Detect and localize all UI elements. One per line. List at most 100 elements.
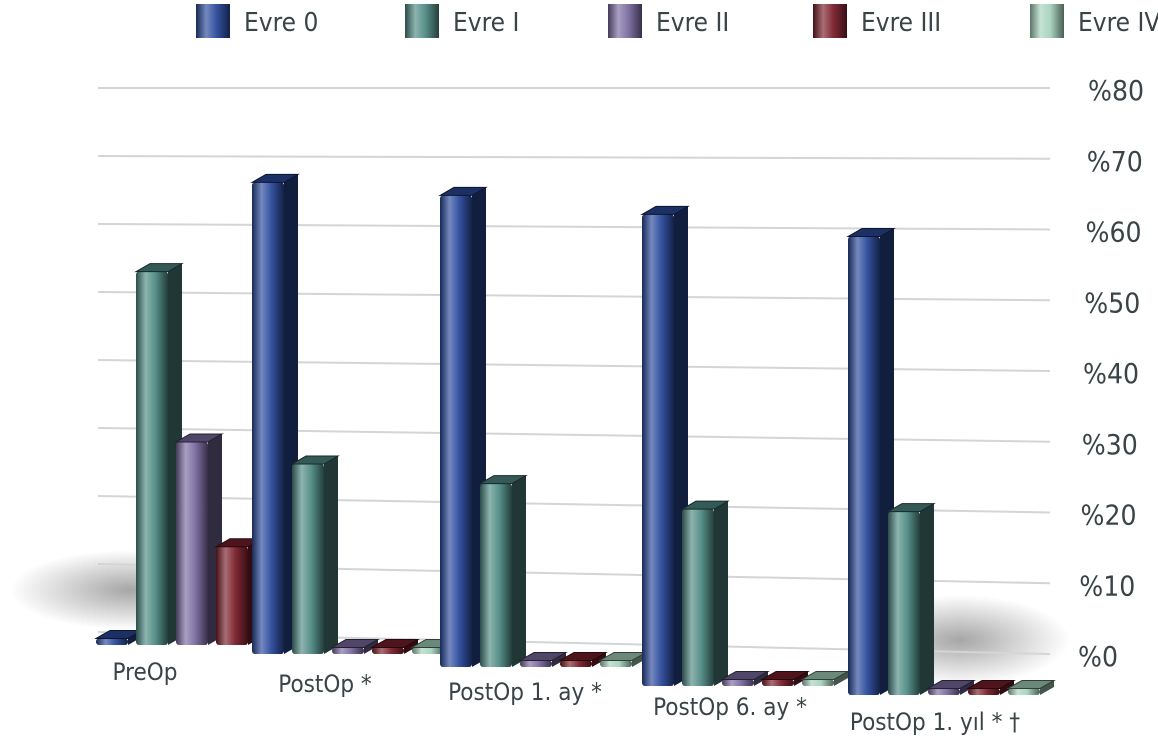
bar-front-face [332,647,364,654]
bar-front-face [560,660,592,667]
bar-top-face [370,638,420,648]
bar-postop-1-y-l-evre-0 [846,228,896,695]
bar-postop-1-ay-evre-ii [518,651,568,667]
y-tick-label: %50 [1084,286,1140,319]
y-axis-tick-labels: %0 %10 %20 %30 %40 %50 %60 %70 %80 [1078,74,1144,673]
bar-top-face [518,651,568,661]
bar-top-face [640,205,690,215]
gridline-40 [97,359,1051,372]
bar-front-face [96,638,128,645]
y-tick-label: %20 [1081,499,1137,532]
legend: Evre 0 Evre I Evre II Evre III Evre IV [196,4,1158,38]
bar-side-face [324,456,338,654]
bar-top-face [846,228,896,237]
bar-top-face [966,679,1016,689]
y-tick-label: %0 [1078,640,1118,673]
bar-top-face [330,638,380,648]
bar-side-face [404,639,418,654]
bar-front-face [848,236,880,695]
bar-front-face [520,660,552,667]
bar-postop-1-ay-evre-i [478,475,528,667]
legend-label: Evre II [656,8,729,38]
bar-side-face [512,475,526,667]
bar-side-face [834,671,848,686]
bar-postop-1-y-l-evre-ii [926,679,976,695]
x-category-label: PostOp 1. ay * [448,678,602,706]
legend-label: Evre III [861,8,941,38]
x-category-label: PostOp 6. ay * [653,693,807,721]
bar-front-face [252,182,284,654]
bar-top-face [134,263,184,273]
bar-postop-6-ay-evre-ii [720,670,770,686]
bar-side-face [714,501,728,686]
bar-side-face [1040,680,1054,695]
bar-front-face [372,647,404,654]
bar-top-face [760,670,810,680]
bar-top-face [438,186,488,196]
y-tick-label: %40 [1083,357,1139,390]
legend-swatch [1030,4,1064,38]
bar-side-face [552,652,566,667]
bar-top-face [478,475,528,485]
legend-item-evre-iii: Evre III [813,4,941,38]
bar-side-face [754,671,768,686]
bar-postop-evre-ii [330,638,380,654]
bar-postop-6-ay-evre-0 [640,205,690,686]
bar-postop-evre-iii [370,638,420,654]
bar-front-face [480,483,512,667]
gridline-70 [97,155,1051,160]
bar-top-face [680,500,730,510]
bar-side-face [1000,680,1014,695]
bar-postop-1-y-l-evre-i [886,503,936,695]
legend-swatch [813,4,847,38]
bar-front-face [722,679,754,686]
bar-front-face [968,688,1000,695]
legend-item-evre-i: Evre I [405,4,519,38]
legend-swatch [608,4,642,38]
bar-top-face [558,651,608,661]
bar-front-face [762,679,794,686]
bar-postop-1-ay-evre-0 [438,186,488,667]
bar-front-face [216,546,248,645]
bar-top-face [290,455,340,465]
bar-front-face [292,464,324,654]
bar-postop-1-y-l-evre-iv [1006,679,1056,695]
y-tick-label: %60 [1086,216,1142,249]
bar-postop-evre-i [290,455,340,654]
y-tick-label: %30 [1082,428,1138,461]
legend-swatch [196,4,230,38]
gridline-30 [97,427,1051,443]
legend-label: Evre IV [1078,8,1158,38]
y-tick-label: %70 [1087,145,1143,178]
bar-top-face [1006,679,1056,689]
legend-label: Evre 0 [244,8,318,38]
bar-front-face [928,688,960,695]
bar-front-face [440,195,472,667]
bar-top-face [250,173,300,183]
gridline-50 [97,291,1051,302]
y-tick-label: %80 [1088,74,1144,107]
x-category-label: PostOp * [278,670,372,698]
bar-side-face [960,680,974,695]
bar-side-face [364,639,378,654]
bar-front-face [176,441,208,645]
bar-front-face [802,679,834,686]
bar-side-face [794,671,808,686]
x-category-label: PreOp [113,658,178,686]
y-tick-label: %10 [1079,569,1135,602]
bar-postop-1-ay-evre-iv [598,651,648,667]
legend-label: Evre I [453,8,519,38]
bar-front-face [600,660,632,667]
x-axis-category-labels: PreOp PostOp * PostOp 1. ay * PostOp 6. ay … [113,658,1021,736]
bar-front-face [888,511,920,695]
bar-front-face [642,214,674,686]
bar-postop-1-ay-evre-iii [558,651,608,667]
bar-postop-1-y-l-evre-iii [966,679,1016,695]
bar-postop-6-ay-evre-iii [760,670,810,686]
legend-swatch [405,4,439,38]
x-category-label: PostOp 1. yıl * † [850,708,1020,736]
bar-front-face [412,647,444,654]
bar-preop-evre-i [134,263,184,645]
